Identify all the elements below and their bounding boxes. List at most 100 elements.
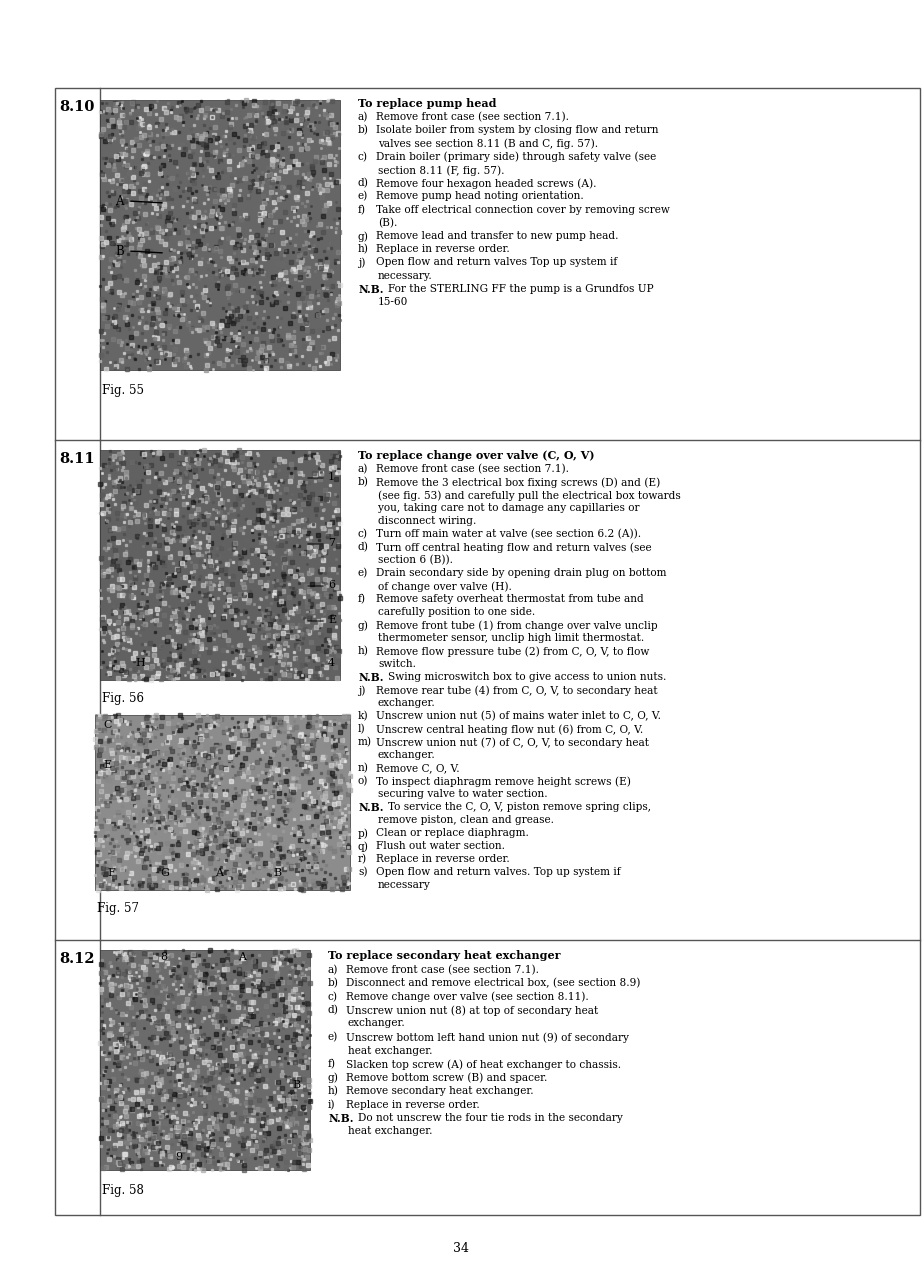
Text: f): f) [328,1058,336,1070]
Text: N.B.: N.B. [328,1113,354,1124]
Text: Remove change over valve (see section 8.11).: Remove change over valve (see section 8.… [346,991,589,1003]
Text: A: A [115,195,124,208]
Text: exchanger.: exchanger. [378,698,436,708]
Text: Unscrew union nut (7) of C, O, V, to secondary heat: Unscrew union nut (7) of C, O, V, to sec… [376,737,649,747]
Text: thermometer sensor, unclip high limit thermostat.: thermometer sensor, unclip high limit th… [378,633,644,643]
Text: 8.11: 8.11 [59,452,95,466]
Text: Remove the 3 electrical box fixing screws (D) and (E): Remove the 3 electrical box fixing screw… [376,477,660,487]
Text: a): a) [328,965,339,975]
Text: Take off electrical connection cover by removing screw: Take off electrical connection cover by … [376,205,670,215]
Text: Unscrew bottom left hand union nut (9) of secondary: Unscrew bottom left hand union nut (9) o… [346,1032,629,1043]
Text: Open flow and return valves. Top up system if: Open flow and return valves. Top up syst… [376,867,620,877]
Text: b): b) [358,477,369,487]
Text: Drain boiler (primary side) through safety valve (see: Drain boiler (primary side) through safe… [376,152,656,162]
Text: Remove C, O, V.: Remove C, O, V. [376,763,460,774]
Text: g): g) [358,230,369,242]
Text: B: B [273,868,282,879]
Text: Remove bottom screw (B) and spacer.: Remove bottom screw (B) and spacer. [346,1072,547,1082]
Text: e): e) [358,191,368,201]
Text: f): f) [358,205,366,215]
Text: Slacken top screw (A) of heat exchanger to chassis.: Slacken top screw (A) of heat exchanger … [346,1058,621,1070]
Text: Turn off central heating flow and return valves (see: Turn off central heating flow and return… [376,542,652,552]
Text: Remove front case (see section 7.1).: Remove front case (see section 7.1). [346,965,539,975]
Text: N.B.: N.B. [358,801,383,813]
Text: B: B [115,246,124,258]
Text: b): b) [358,125,369,135]
Text: E: E [328,615,336,625]
Text: h): h) [328,1086,339,1096]
Text: Fig. 57: Fig. 57 [97,901,139,915]
Text: Turn off main water at valve (see section 6.2 (A)).: Turn off main water at valve (see sectio… [376,529,641,539]
Text: g): g) [358,620,369,630]
Text: heat exchanger.: heat exchanger. [348,1046,433,1056]
Text: j): j) [358,257,366,268]
Text: Remove lead and transfer to new pump head.: Remove lead and transfer to new pump hea… [376,230,618,241]
Text: securing valve to water section.: securing valve to water section. [378,789,547,799]
Text: you, taking care not to damage any capillaries or: you, taking care not to damage any capil… [378,503,640,513]
Text: Remove front case (see section 7.1).: Remove front case (see section 7.1). [376,113,569,123]
Text: To replace secondary heat exchanger: To replace secondary heat exchanger [328,950,560,961]
Text: m): m) [358,737,372,747]
Text: h): h) [358,646,369,656]
Text: i): i) [328,1099,335,1110]
Text: 4: 4 [328,658,335,668]
Text: Open flow and return valves Top up system if: Open flow and return valves Top up syste… [376,257,617,267]
Text: carefully position to one side.: carefully position to one side. [378,606,535,617]
Text: r): r) [358,855,367,865]
Text: l): l) [358,724,366,734]
Text: 8.10: 8.10 [59,100,95,114]
Text: (see fig. 53) and carefully pull the electrical box towards: (see fig. 53) and carefully pull the ele… [378,490,681,500]
Text: N.B.: N.B. [358,284,383,295]
Bar [55,89,920,1215]
Text: c): c) [358,529,368,539]
Text: j): j) [358,685,366,695]
Text: g): g) [328,1072,339,1082]
Text: Replace in reverse order.: Replace in reverse order. [346,1099,480,1109]
Text: G: G [160,868,169,879]
Text: Replace in reverse order.: Replace in reverse order. [376,244,509,254]
Text: n): n) [358,763,369,774]
Text: C: C [103,720,112,730]
Text: valves see section 8.11 (B and C, fig. 57).: valves see section 8.11 (B and C, fig. 5… [378,138,598,149]
Text: d): d) [358,542,369,552]
Text: necessary: necessary [378,880,431,890]
Text: To replace change over valve (C, O, V): To replace change over valve (C, O, V) [358,449,594,461]
Text: of change over valve (H).: of change over valve (H). [378,581,512,591]
Text: Remove flow pressure tube (2) from C, O, V, to flow: Remove flow pressure tube (2) from C, O,… [376,646,650,657]
Text: Fig. 58: Fig. 58 [102,1184,144,1196]
Text: exchanger.: exchanger. [378,749,436,760]
Text: a): a) [358,465,368,475]
Text: s): s) [358,867,367,877]
Text: Remove four hexagon headed screws (A).: Remove four hexagon headed screws (A). [376,179,596,189]
Text: A: A [238,952,246,962]
Text: section 6 (B)).: section 6 (B)). [378,555,453,566]
Text: e): e) [328,1032,338,1042]
Text: 7: 7 [328,538,335,548]
Text: E: E [103,760,111,770]
Text: 9: 9 [175,1152,182,1162]
Text: (B).: (B). [378,218,398,228]
Text: Disconnect and remove electrical box, (see section 8.9): Disconnect and remove electrical box, (s… [346,979,641,989]
Text: Swing microswitch box to give access to union nuts.: Swing microswitch box to give access to … [388,672,666,682]
Text: Unscrew central heating flow nut (6) from C, O, V.: Unscrew central heating flow nut (6) fro… [376,724,643,734]
Text: Unscrew union nut (8) at top of secondary heat: Unscrew union nut (8) at top of secondar… [346,1005,598,1015]
Text: Remove pump head noting orientation.: Remove pump head noting orientation. [376,191,583,201]
Text: a): a) [358,113,368,123]
Text: heat exchanger.: heat exchanger. [348,1127,433,1137]
Text: 34: 34 [453,1242,469,1255]
Text: o): o) [358,776,368,786]
Text: N.B.: N.B. [358,672,383,682]
Text: Fig. 56: Fig. 56 [102,693,144,705]
Text: Clean or replace diaphragm.: Clean or replace diaphragm. [376,828,529,838]
Text: 8: 8 [160,952,167,962]
Text: Unscrew union nut (5) of mains water inlet to C, O, V.: Unscrew union nut (5) of mains water inl… [376,711,661,722]
Text: p): p) [358,828,369,838]
Text: k): k) [358,711,368,722]
Text: necessary.: necessary. [378,271,433,281]
Bar [100,950,310,1170]
Text: b): b) [328,979,339,989]
Text: c): c) [328,991,338,1001]
Text: disconnect wiring.: disconnect wiring. [378,517,476,525]
Text: Remove rear tube (4) from C, O, V, to secondary heat: Remove rear tube (4) from C, O, V, to se… [376,685,657,695]
Text: To replace pump head: To replace pump head [358,97,497,109]
